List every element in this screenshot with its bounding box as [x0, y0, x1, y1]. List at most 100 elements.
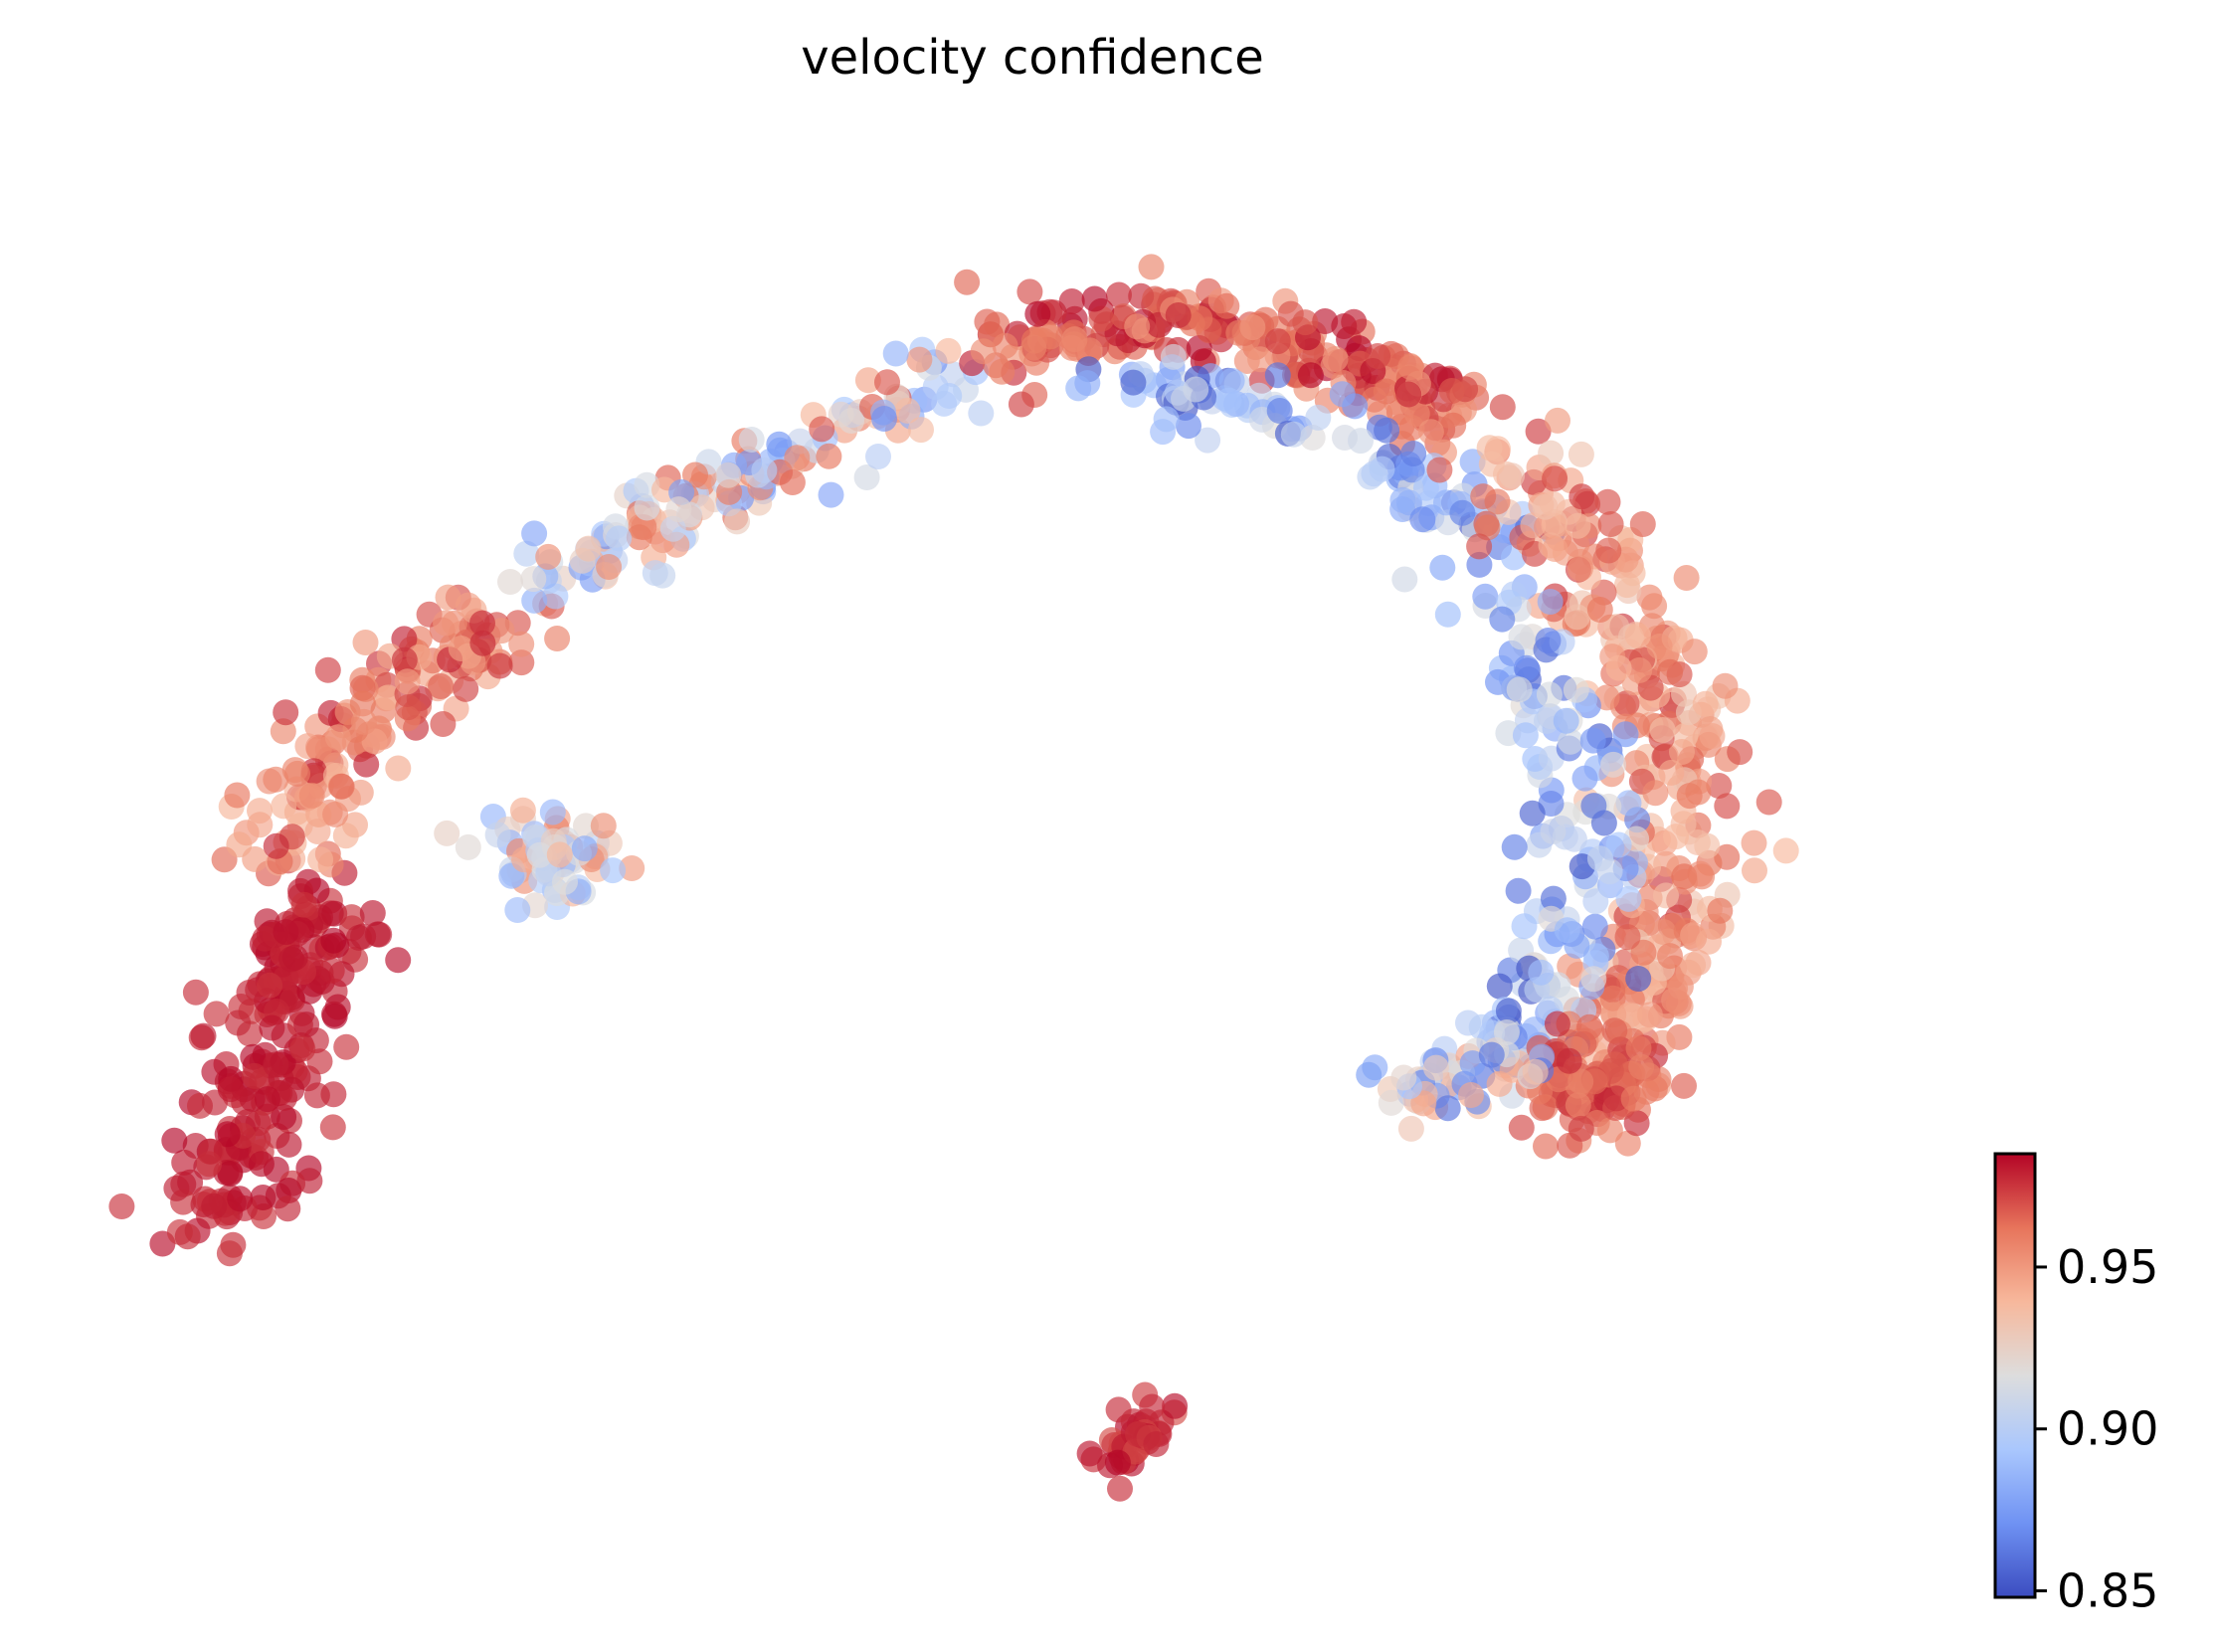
data-point: [520, 566, 547, 593]
data-point: [350, 923, 377, 950]
data-point: [1671, 1072, 1697, 1099]
data-point: [1081, 285, 1108, 312]
data-point: [1160, 343, 1187, 370]
data-point: [751, 457, 778, 483]
data-point: [1568, 1115, 1594, 1142]
data-point: [391, 646, 418, 673]
data-point: [328, 773, 355, 800]
data-point: [1772, 837, 1799, 864]
data-point: [1568, 555, 1593, 582]
data-point: [508, 649, 535, 676]
colorbar-ticks: 0.85 0.90 0.95: [2035, 1240, 2158, 1617]
data-point: [1628, 1053, 1655, 1080]
data-point: [1742, 857, 1767, 884]
data-point: [1449, 499, 1476, 526]
data-point: [1395, 381, 1422, 408]
data-point: [247, 812, 274, 838]
data-point: [1538, 440, 1565, 466]
data-point: [448, 636, 474, 661]
data-point: [1280, 421, 1307, 448]
data-point: [1681, 639, 1708, 665]
data-point: [1505, 877, 1532, 904]
data-point: [1557, 953, 1583, 980]
data-point: [332, 823, 359, 849]
data-point: [1390, 1064, 1417, 1091]
colorbar: 0.85 0.90 0.95: [1993, 1152, 2158, 1617]
data-point: [1434, 601, 1461, 628]
data-point: [1020, 334, 1047, 361]
data-point: [1525, 418, 1552, 445]
data-point: [1391, 566, 1418, 593]
data-point: [1692, 690, 1719, 717]
data-point: [1581, 913, 1608, 940]
data-point: [659, 515, 686, 542]
data-point: [1466, 551, 1493, 578]
data-point: [1568, 441, 1594, 467]
data-point: [1586, 597, 1613, 623]
data-point: [1544, 1010, 1570, 1037]
data-point: [1489, 606, 1516, 633]
data-point: [1580, 966, 1607, 993]
data-point: [1755, 789, 1782, 816]
data-point: [307, 846, 334, 873]
data-point: [1522, 1058, 1549, 1085]
data-point: [1409, 506, 1436, 533]
data-point: [1365, 343, 1391, 369]
data-point: [375, 684, 402, 711]
data-point: [931, 390, 958, 417]
data-point: [1478, 1041, 1505, 1068]
data-point: [322, 801, 349, 827]
data-point: [1615, 790, 1642, 817]
data-point: [333, 1033, 360, 1060]
data-point: [1706, 773, 1733, 799]
colorbar-tick-label: 0.95: [2057, 1240, 2158, 1294]
data-point: [1312, 308, 1339, 334]
data-point: [682, 461, 708, 488]
data-point: [174, 1223, 201, 1250]
data-point: [1680, 952, 1707, 979]
data-point: [1322, 346, 1349, 372]
data-point: [270, 718, 296, 745]
data-point: [1613, 690, 1640, 717]
data-point: [535, 543, 562, 570]
data-point: [1601, 1017, 1628, 1044]
data-point: [539, 799, 566, 826]
data-point: [715, 461, 742, 488]
data-point: [1699, 723, 1726, 749]
data-point: [1558, 728, 1583, 755]
data-point: [784, 445, 811, 471]
data-point: [1580, 793, 1607, 820]
data-point: [263, 766, 289, 793]
data-point: [1576, 1013, 1603, 1040]
data-point: [1305, 404, 1332, 431]
data-point: [1486, 973, 1513, 1000]
data-point: [1658, 759, 1685, 786]
data-point: [190, 1022, 217, 1049]
data-point: [484, 822, 511, 848]
data-point: [1597, 511, 1624, 537]
data-point: [1403, 401, 1430, 427]
data-point: [469, 610, 495, 637]
data-point: [1663, 824, 1689, 850]
data-point: [1614, 1130, 1641, 1157]
data-point: [1429, 554, 1456, 581]
data-point: [865, 444, 891, 469]
data-point: [1499, 462, 1526, 489]
data-point: [1615, 885, 1642, 912]
data-point: [1657, 658, 1684, 685]
data-point: [724, 508, 751, 535]
data-point: [1563, 676, 1589, 703]
data-point: [391, 626, 418, 652]
data-point: [1564, 531, 1590, 558]
data-point: [1292, 309, 1319, 336]
data-point: [289, 1035, 316, 1062]
data-point: [854, 367, 881, 394]
data-point: [552, 868, 578, 895]
data-point: [1495, 998, 1522, 1024]
data-point: [1556, 1047, 1582, 1074]
data-point: [508, 631, 535, 657]
data-point: [281, 944, 308, 971]
data-point: [1568, 1068, 1594, 1095]
data-point: [974, 308, 1001, 335]
data-point: [240, 1043, 267, 1070]
